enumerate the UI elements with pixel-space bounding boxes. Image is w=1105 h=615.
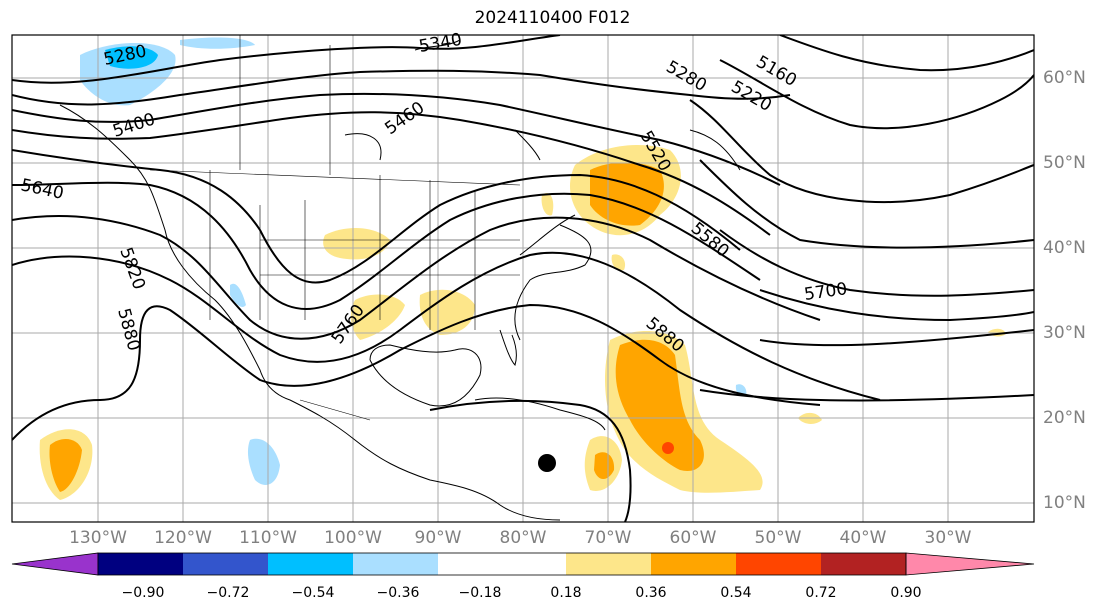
lat-label: 40°N — [1043, 238, 1086, 258]
contour-label: 5340 — [417, 30, 463, 57]
map-frame — [11, 34, 1035, 523]
lat-label: 50°N — [1043, 153, 1086, 173]
colorbar-bin — [98, 553, 183, 575]
lon-label: 100°W — [324, 528, 382, 548]
lon-label: 50°W — [754, 528, 802, 548]
shade-small-3 — [541, 192, 554, 216]
colorbar-tick-label: −0.18 — [458, 585, 502, 601]
lon-label: 30°W — [924, 528, 972, 548]
contour-label: 5400 — [110, 109, 157, 141]
lat-label: 20°N — [1043, 408, 1086, 428]
colorbar-extend-left — [11, 552, 99, 576]
shade-plains — [323, 228, 390, 260]
colorbar-bin — [566, 553, 651, 575]
height-contours — [12, 35, 1034, 522]
shade-small-4 — [611, 254, 626, 271]
lat-label: 10°N — [1043, 493, 1086, 513]
colorbar-bin — [821, 553, 906, 575]
colorbar-bin — [183, 553, 268, 575]
lon-label: 80°W — [499, 528, 547, 548]
colorbar-tick-label: −0.90 — [121, 585, 165, 601]
lon-label: 130°W — [69, 528, 127, 548]
graticule — [12, 35, 1034, 522]
lon-label: 60°W — [669, 528, 717, 548]
colorbar-bin — [651, 553, 736, 575]
storm-center-marker — [538, 454, 556, 472]
shade-pacific-blue — [247, 438, 280, 485]
colorbar-tick-label: −0.72 — [206, 585, 250, 601]
contour-label: 5580 — [687, 219, 733, 262]
lat-label: 60°N — [1043, 68, 1086, 88]
shade-caribbean-core — [594, 452, 615, 479]
colorbar-tick-label: 0.72 — [805, 585, 837, 601]
state-borders — [149, 35, 521, 421]
colorbar-bin — [353, 553, 438, 575]
contour-label: 5460 — [381, 98, 428, 139]
lon-label: 90°W — [414, 528, 462, 548]
colorbar — [11, 552, 1035, 576]
contour-label: 5280 — [663, 57, 710, 96]
map-title: 2024110400 F012 — [474, 8, 631, 28]
colorbar-tick-label: 0.18 — [550, 585, 582, 601]
colorbar-tick-label: −0.36 — [376, 585, 420, 601]
colorbar-tick-label: 0.36 — [635, 585, 667, 601]
lon-label: 70°W — [584, 528, 632, 548]
shading-layer — [39, 37, 1006, 500]
shade-atlantic-tropics-core — [615, 339, 704, 471]
shade-n-canada — [180, 37, 255, 49]
contour-label: 5700 — [803, 279, 849, 305]
shade-atlantic-peak — [662, 442, 674, 454]
shade-nw-canada-core — [105, 46, 158, 69]
lat-label: 30°N — [1043, 323, 1086, 343]
colorbar-tick-label: −0.54 — [291, 585, 335, 601]
colorbar-bin — [736, 553, 821, 575]
contour-label: 5160 — [753, 52, 800, 91]
shade-baja-blue — [230, 283, 246, 307]
colorbar-tick-label: 0.54 — [720, 585, 752, 601]
lon-label: 110°W — [239, 528, 297, 548]
colorbar-bin — [438, 553, 566, 575]
shade-pacific-sw-core — [49, 438, 82, 492]
contour-label: 5220 — [728, 77, 775, 116]
contour-label: 5880 — [113, 306, 144, 353]
lon-label: 40°W — [839, 528, 887, 548]
contour-label: 5640 — [19, 175, 65, 204]
colorbar-extend-right — [905, 552, 1035, 576]
shade-gulf — [419, 289, 475, 335]
colorbar-bin — [268, 553, 353, 575]
lon-label: 120°W — [154, 528, 212, 548]
colorbar-tick-label: 0.90 — [890, 585, 922, 601]
shade-texas — [350, 294, 405, 340]
